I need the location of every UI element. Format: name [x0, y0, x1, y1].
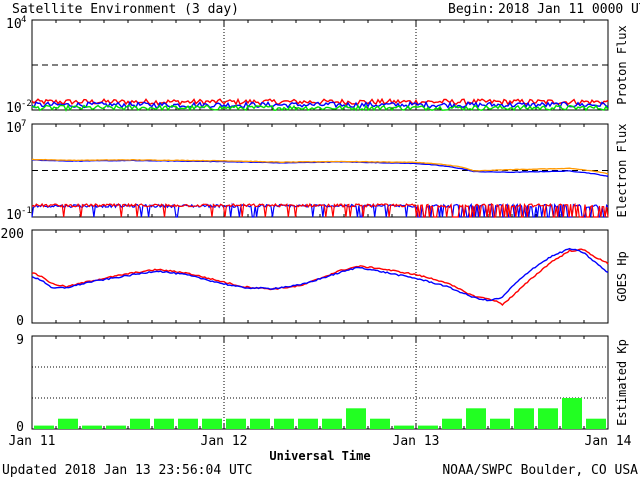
electron-high-orange: [31, 158, 609, 175]
y-tick-label: 0: [16, 314, 24, 329]
x-axis-label: Universal Time: [269, 449, 370, 463]
kp-bar: [394, 425, 414, 429]
kp-bar: [490, 418, 510, 429]
y-tick-label: 10: [6, 101, 22, 116]
kp-bar: [226, 418, 246, 429]
y-tick-label: 200: [1, 227, 24, 242]
kp-bar: [82, 425, 102, 429]
x-tick-label: Jan 11: [9, 434, 56, 449]
y-axis-label-electron: Electron Flux: [615, 124, 629, 218]
y-tick-label: 0: [16, 420, 24, 435]
y-tick-label: 10: [6, 208, 22, 223]
panel-frame: [31, 19, 609, 111]
electron-low-red: [31, 202, 609, 218]
kp-bar: [538, 408, 558, 429]
kp-bar: [418, 425, 438, 429]
x-tick-label: Jan 12: [201, 434, 248, 449]
y-tick-exponent: -1: [21, 206, 32, 216]
y-axis-label-goes_hp: GOES Hp: [615, 251, 629, 302]
kp-bar: [34, 425, 54, 429]
kp-bar: [130, 418, 150, 429]
kp-bar: [466, 408, 486, 429]
kp-bar: [274, 418, 294, 429]
kp-bar: [586, 418, 606, 429]
kp-bar: [298, 418, 318, 429]
kp-bar: [442, 418, 462, 429]
kp-bar: [250, 418, 270, 429]
y-axis-label-proton: Proton Flux: [615, 25, 629, 104]
kp-bar: [322, 418, 342, 429]
kp-bar: [154, 418, 174, 429]
proton-series-blue: [31, 100, 609, 110]
y-tick-label: 10: [6, 17, 22, 32]
kp-bar: [514, 408, 534, 429]
panel-frame: [31, 229, 609, 324]
y-tick-label: 10: [6, 121, 22, 136]
y-axis-label-kp: Estimated Kp: [615, 339, 629, 426]
y-tick-exponent: -2: [21, 99, 32, 109]
y-tick-exponent: 7: [21, 119, 26, 129]
kp-bar: [562, 398, 582, 429]
begin-value: 2018 Jan 11 0000 UTC: [498, 2, 640, 17]
begin-label: Begin:: [448, 2, 495, 17]
credit-text: NOAA/SWPC Boulder, CO USA: [442, 463, 638, 478]
kp-bar: [202, 418, 222, 429]
kp-bar: [346, 408, 366, 429]
y-tick-exponent: 4: [21, 15, 26, 25]
updated-text: Updated 2018 Jan 13 23:56:04 UTC: [2, 463, 252, 478]
kp-bar: [106, 425, 126, 429]
kp-bar: [370, 418, 390, 429]
proton-series-green: [31, 103, 609, 112]
x-tick-label: Jan 14: [585, 434, 632, 449]
kp-bar: [178, 418, 198, 429]
y-tick-label: 9: [16, 333, 24, 348]
goes-hp-blue: [31, 247, 609, 302]
x-tick-label: Jan 13: [393, 434, 440, 449]
chart-title: Satellite Environment (3 day): [12, 2, 239, 17]
kp-bar: [58, 418, 78, 429]
